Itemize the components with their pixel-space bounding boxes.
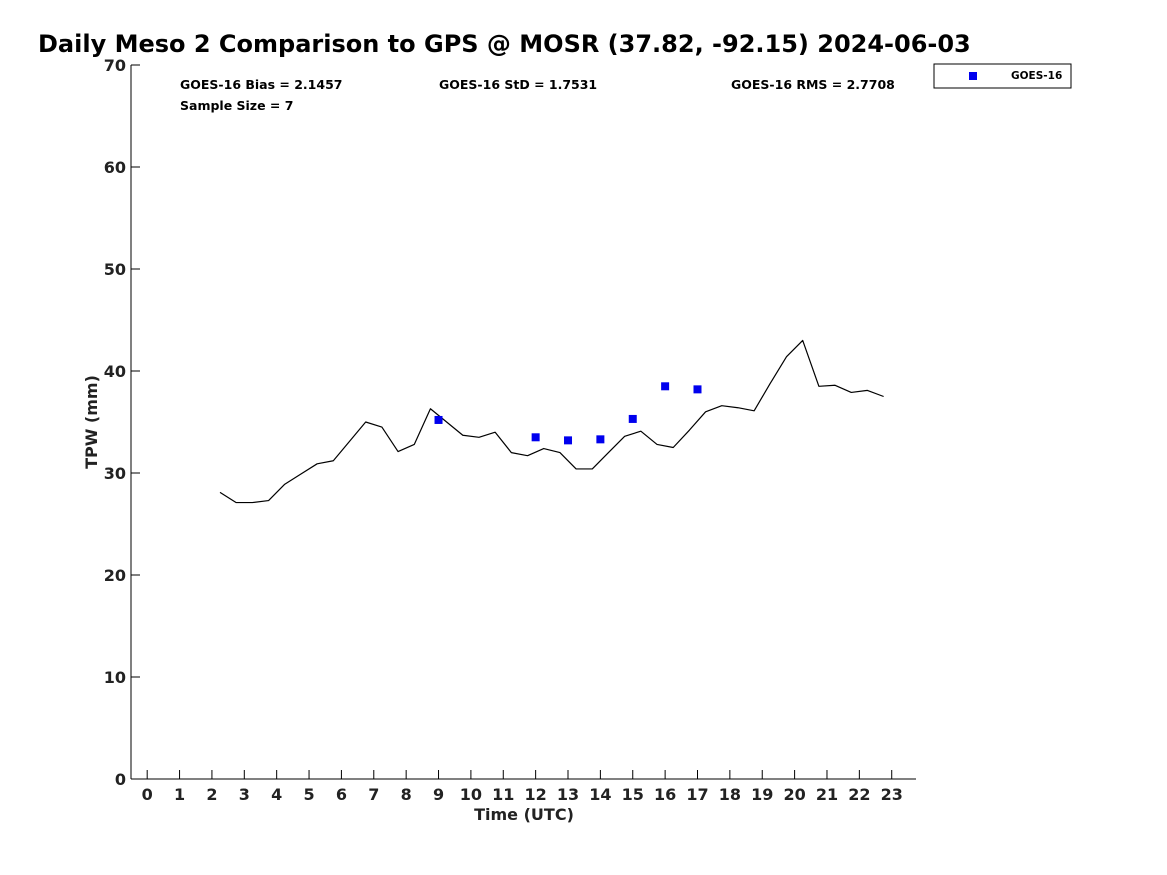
y-axis-ticks: 0 10 20 30 40 50 60 70 — [104, 56, 140, 789]
x-tick-label: 8 — [401, 785, 412, 804]
goes16-point — [693, 385, 702, 394]
std-stat: GOES-16 StD = 1.7531 — [439, 77, 597, 92]
x-tick-label: 13 — [557, 785, 579, 804]
y-tick-label: 30 — [104, 464, 126, 483]
x-tick-label: 21 — [816, 785, 838, 804]
x-axis-label: Time (UTC) — [474, 805, 574, 824]
y-tick-label: 0 — [115, 770, 126, 789]
y-tick-label: 50 — [104, 260, 126, 279]
rms-stat: GOES-16 RMS = 2.7708 — [731, 77, 895, 92]
x-axis-ticks: 0 1 2 3 4 5 6 7 8 9 10 11 12 13 14 15 16 17 18 19 20 21 22 23 — [142, 770, 903, 804]
goes16-point — [434, 415, 443, 424]
legend-label-goes16: GOES-16 — [1011, 70, 1062, 82]
gps-tpw-line — [219, 339, 884, 504]
x-tick-label: 16 — [654, 785, 676, 804]
x-tick-label: 12 — [525, 785, 547, 804]
x-tick-label: 4 — [271, 785, 282, 804]
goes16-point — [661, 382, 670, 391]
goes16-point — [564, 436, 573, 445]
x-tick-label: 11 — [492, 785, 514, 804]
x-tick-label: 10 — [460, 785, 482, 804]
x-tick-label: 9 — [433, 785, 444, 804]
y-tick-label: 20 — [104, 566, 126, 585]
y-tick-label: 70 — [104, 56, 126, 75]
x-tick-label: 17 — [686, 785, 708, 804]
y-tick-label: 10 — [104, 668, 126, 687]
series-layer — [219, 339, 884, 504]
x-tick-label: 15 — [622, 785, 644, 804]
x-tick-label: 0 — [142, 785, 153, 804]
x-tick-label: 20 — [783, 785, 805, 804]
y-axis-label: TPW (mm) — [82, 375, 101, 469]
x-tick-label: 2 — [206, 785, 217, 804]
y-tick-label: 40 — [104, 362, 126, 381]
x-tick-label: 7 — [368, 785, 379, 804]
legend: GOES-16 — [933, 63, 1072, 89]
x-tick-label: 18 — [719, 785, 741, 804]
x-tick-label: 5 — [303, 785, 314, 804]
x-tick-label: 14 — [589, 785, 611, 804]
x-tick-label: 19 — [751, 785, 773, 804]
chart-title: Daily Meso 2 Comparison to GPS @ MOSR (3… — [38, 30, 971, 58]
x-tick-label: 3 — [239, 785, 250, 804]
y-tick-label: 60 — [104, 158, 126, 177]
plot-area — [131, 65, 916, 779]
x-tick-label: 1 — [174, 785, 185, 804]
x-tick-label: 22 — [848, 785, 870, 804]
sample-size-stat: Sample Size = 7 — [180, 98, 293, 113]
goes16-point — [596, 435, 605, 444]
x-tick-label: 6 — [336, 785, 347, 804]
x-tick-label: 23 — [881, 785, 903, 804]
legend-marker-goes16 — [969, 72, 977, 80]
goes16-point — [531, 433, 540, 442]
legend-box — [933, 63, 1072, 89]
bias-stat: GOES-16 Bias = 2.1457 — [180, 77, 342, 92]
goes16-point — [628, 414, 637, 423]
